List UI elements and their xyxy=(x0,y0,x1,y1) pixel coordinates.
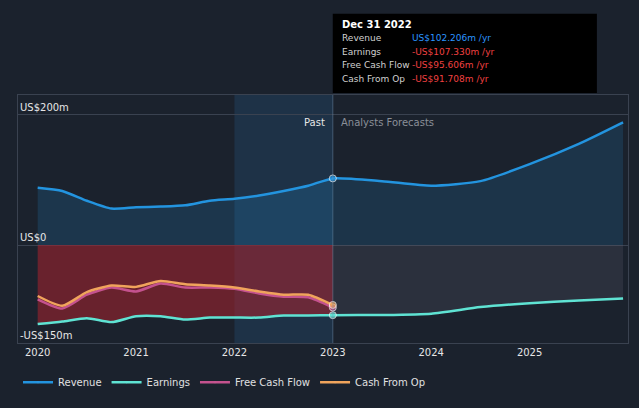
svg-text:Analysts Forecasts: Analysts Forecasts xyxy=(341,117,434,128)
svg-text:2025: 2025 xyxy=(517,347,542,358)
svg-text:US$200m: US$200m xyxy=(20,102,69,113)
svg-text:-US$95.606m /yr: -US$95.606m /yr xyxy=(412,60,489,70)
svg-text:US$0: US$0 xyxy=(20,232,46,243)
svg-text:Free Cash Flow: Free Cash Flow xyxy=(342,60,410,70)
svg-text:-US$150m: -US$150m xyxy=(20,330,72,341)
svg-text:2020: 2020 xyxy=(25,347,50,358)
svg-text:Earnings: Earnings xyxy=(342,47,381,57)
svg-text:-US$107.330m /yr: -US$107.330m /yr xyxy=(412,47,494,57)
svg-text:Free Cash Flow: Free Cash Flow xyxy=(235,377,310,388)
svg-text:2022: 2022 xyxy=(222,347,247,358)
svg-text:Revenue: Revenue xyxy=(342,33,382,43)
svg-text:US$102.206m /yr: US$102.206m /yr xyxy=(412,33,491,43)
svg-text:Past: Past xyxy=(304,117,325,128)
svg-text:Revenue: Revenue xyxy=(58,377,102,388)
svg-text:2023: 2023 xyxy=(320,347,345,358)
svg-text:Cash From Op: Cash From Op xyxy=(342,74,405,84)
svg-text:2024: 2024 xyxy=(419,347,444,358)
svg-text:-US$91.708m /yr: -US$91.708m /yr xyxy=(412,74,489,84)
svg-text:Earnings: Earnings xyxy=(147,377,190,388)
svg-text:Cash From Op: Cash From Op xyxy=(355,377,425,388)
svg-text:2021: 2021 xyxy=(123,347,148,358)
svg-text:Dec 31 2022: Dec 31 2022 xyxy=(342,19,412,30)
